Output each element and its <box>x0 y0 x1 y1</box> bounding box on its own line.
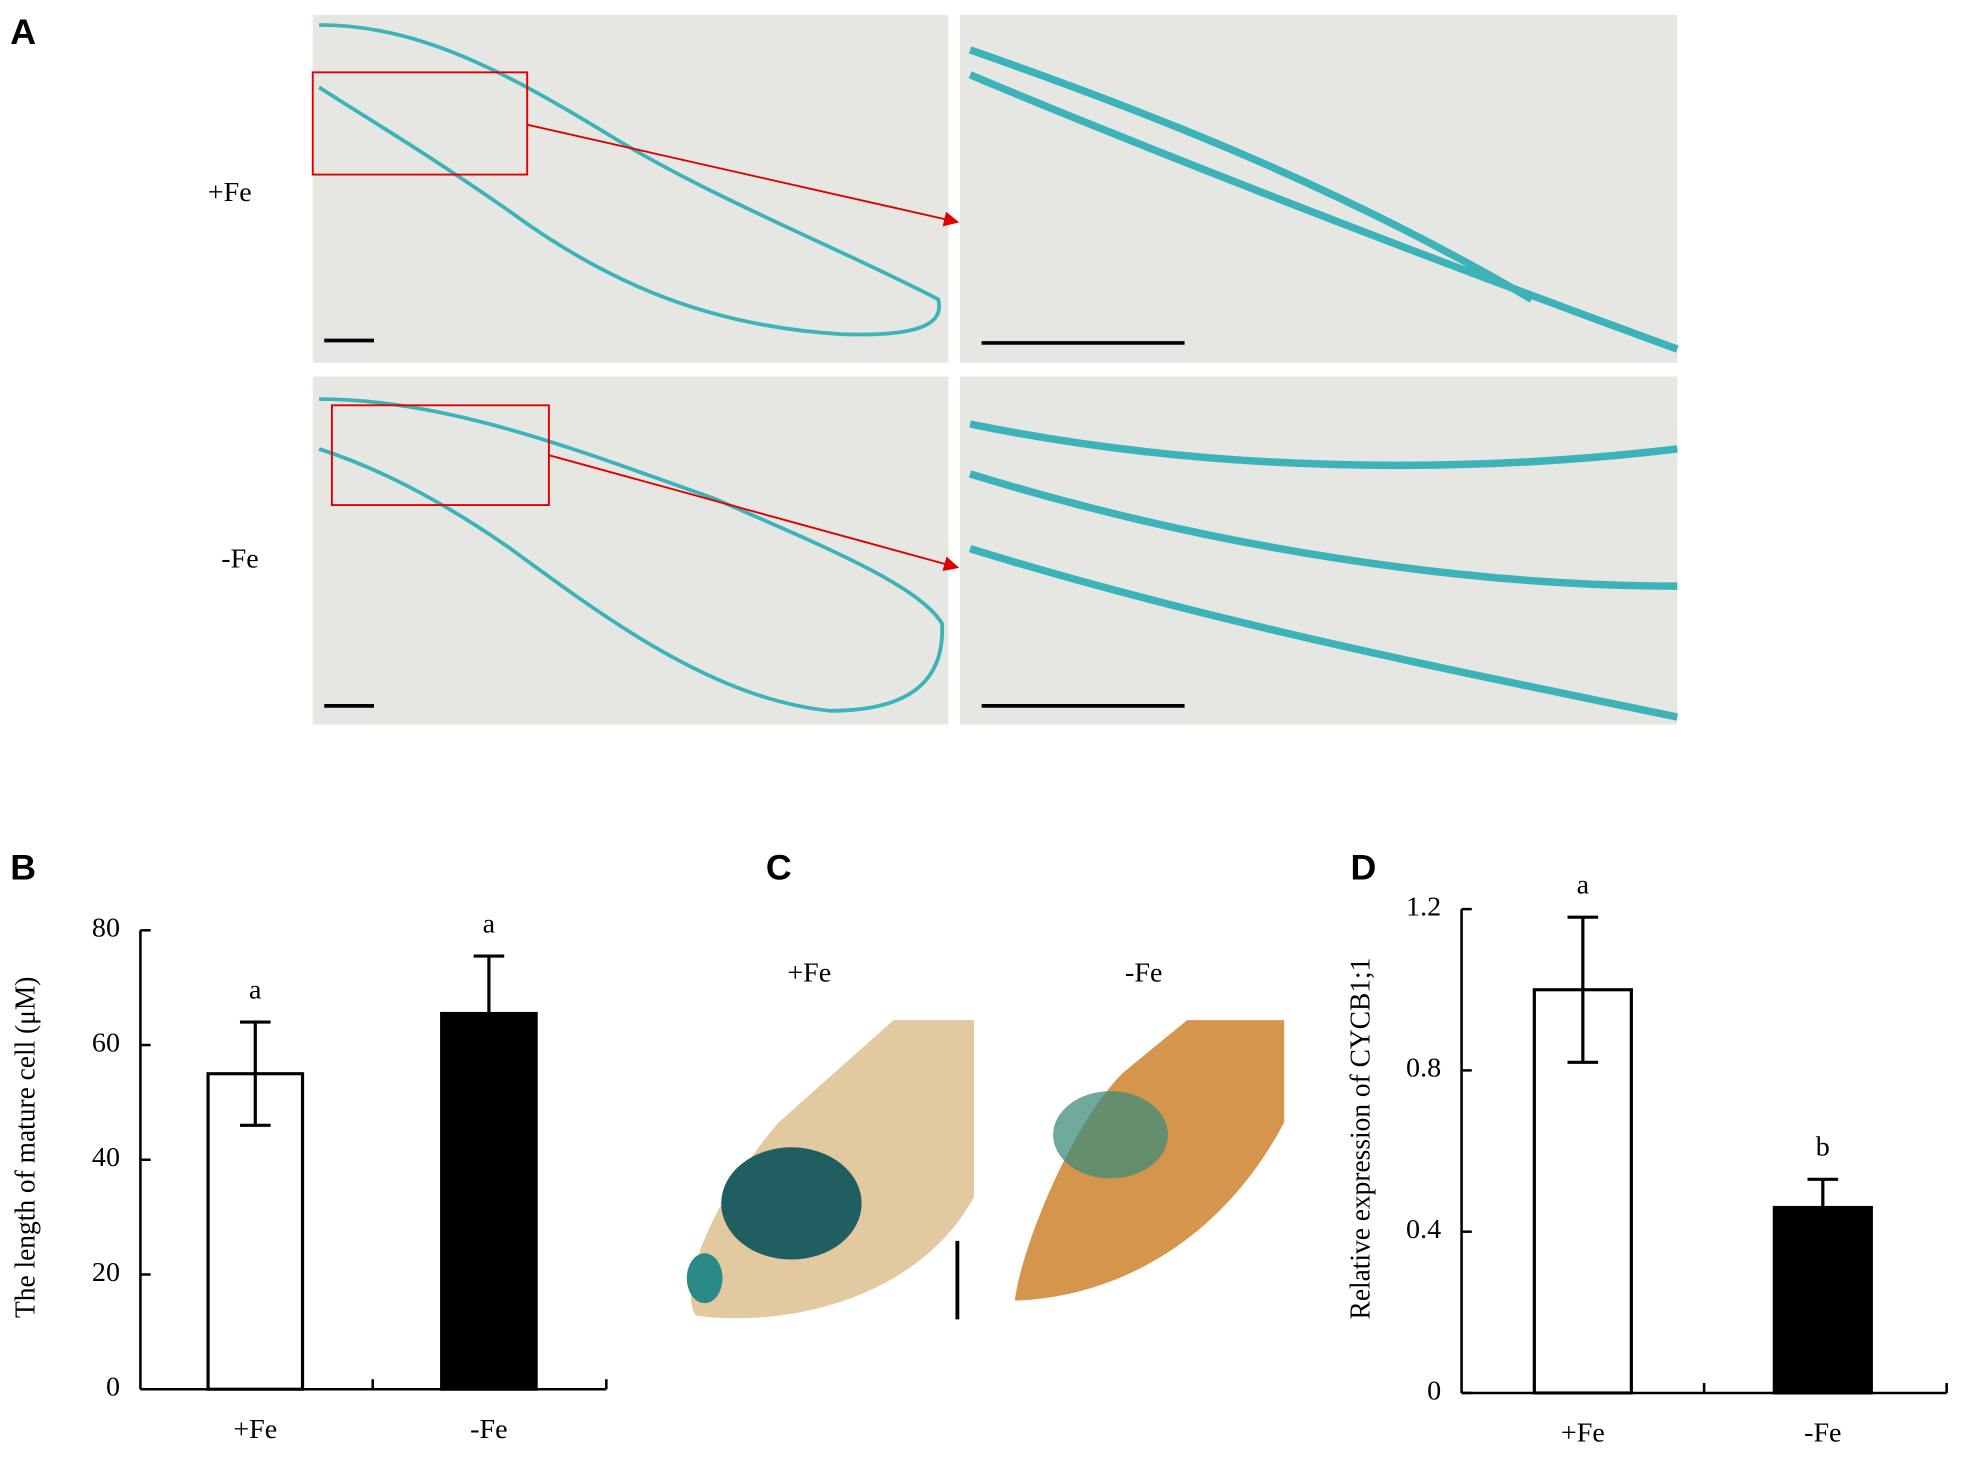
row-label: -Fe <box>221 544 258 575</box>
root-outlines <box>318 23 1679 721</box>
micrographs <box>312 14 1678 725</box>
y-tick-label: 1.2 <box>1406 892 1441 923</box>
error-bar <box>1567 915 1599 1064</box>
annotation: a <box>249 975 261 1006</box>
root <box>318 397 945 713</box>
stain <box>721 1147 862 1260</box>
image <box>312 14 949 363</box>
x-tick-label: -Fe <box>470 1414 507 1445</box>
image <box>959 376 1678 725</box>
y-tick-label: 40 <box>92 1142 120 1173</box>
zoom-arrow <box>548 454 960 572</box>
y-tick-label: 0 <box>1427 1376 1441 1407</box>
y-tick-label: 20 <box>92 1257 120 1288</box>
x-tick-label: +Fe <box>233 1414 277 1445</box>
error-bar <box>239 1020 271 1127</box>
y-tick-label: 60 <box>92 1028 120 1059</box>
panel-label: C <box>766 849 792 888</box>
y-tick-label: 0 <box>106 1372 120 1403</box>
y-tick-label: 0.4 <box>1406 1214 1441 1245</box>
column-label: +Fe <box>787 958 831 989</box>
y-axis-title: The length of mature cell (μM) <box>10 977 41 1318</box>
panel-label: B <box>10 849 36 888</box>
callouts <box>311 71 960 572</box>
annotation: a <box>483 909 495 940</box>
error-bar <box>473 954 505 1073</box>
annotation: a <box>1577 870 1589 901</box>
column-label: -Fe <box>1125 958 1162 989</box>
scale-bars <box>324 338 1185 1320</box>
x-tick-label: +Fe <box>1561 1418 1605 1449</box>
tissue <box>968 420 1679 721</box>
y-axis-title: Relative expression of CYCB1;1 <box>1345 958 1376 1320</box>
stain <box>1053 1091 1168 1179</box>
gus-images <box>686 1020 1285 1319</box>
zoom-box <box>311 71 529 176</box>
annotation: b <box>1816 1132 1830 1163</box>
panel-label: D <box>1351 849 1377 888</box>
tissue <box>968 46 1679 353</box>
image <box>312 376 949 725</box>
x-tick-label: -Fe <box>1804 1418 1841 1449</box>
panel-label: A <box>10 13 36 52</box>
stain <box>686 1253 723 1304</box>
row-label: +Fe <box>208 177 252 208</box>
root <box>318 23 942 337</box>
y-tick-label: 0.8 <box>1406 1053 1441 1084</box>
error-bar <box>1807 1177 1839 1238</box>
zoom-arrow <box>526 123 960 227</box>
y-tick-label: 80 <box>92 913 120 944</box>
bar <box>440 1011 538 1391</box>
